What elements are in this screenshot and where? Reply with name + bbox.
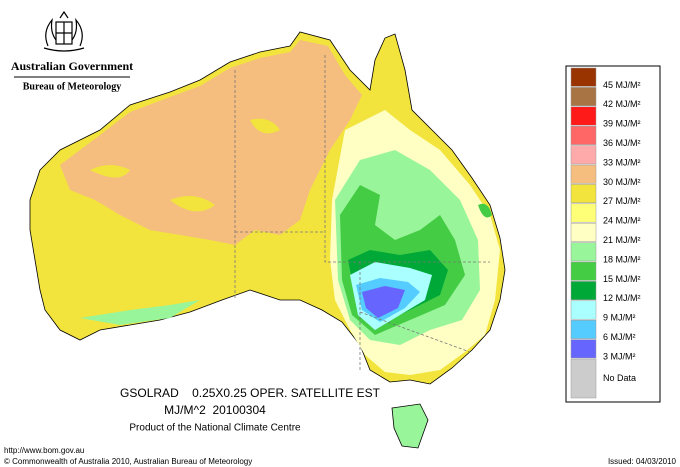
australia-map (29, 31, 506, 449)
legend-label: 36 MJ/M² (603, 138, 641, 148)
legend-label: 42 MJ/M² (603, 99, 641, 109)
legend-label: 9 MJ/M² (603, 313, 636, 323)
legend-swatch (570, 281, 597, 301)
legend-label: 33 MJ/M² (603, 157, 641, 167)
legend-swatch (570, 125, 597, 145)
legend-swatch (570, 300, 597, 320)
legend-label: 18 MJ/M² (603, 254, 641, 264)
legend-swatch (570, 106, 597, 126)
legend-swatch (570, 261, 597, 281)
legend-swatch (570, 242, 597, 262)
legend: 45 MJ/M² 42 MJ/M² 39 MJ/M² 36 MJ/M² 33 MJ/M²… (570, 67, 641, 399)
legend-label: 24 MJ/M² (603, 216, 641, 226)
legend-label: 27 MJ/M² (603, 196, 641, 206)
footer-issued: Issued: 04/03/2010 (608, 457, 677, 466)
coat-of-arms (43, 10, 85, 52)
legend-label: 30 MJ/M² (603, 177, 641, 187)
caption-centre: Product of the National Climate Centre (129, 423, 301, 434)
legend-label: 39 MJ/M² (603, 119, 641, 129)
legend-swatch (570, 87, 597, 107)
legend-swatch (570, 184, 597, 204)
legend-swatch (570, 164, 597, 184)
caption-units: MJ/M^2 20100304 (164, 403, 266, 417)
legend-label: No Data (603, 373, 636, 383)
legend-swatch (570, 358, 597, 399)
footer-url: http://www.bom.gov.au (4, 446, 84, 455)
state-borders (234, 55, 490, 370)
legend-label: 15 MJ/M² (603, 274, 641, 284)
bureau-title: Bureau of Meteorology (23, 81, 122, 92)
legend-swatch (570, 319, 597, 339)
legend-swatch (570, 145, 597, 165)
caption-product: GSOLRAD 0.25X0.25 OPER. SATELLITE EST (120, 386, 381, 400)
footer-copyright: © Commonwealth of Australia 2010, Austra… (4, 457, 252, 466)
legend-label: 45 MJ/M² (603, 80, 641, 90)
legend-swatch (570, 339, 597, 359)
legend-label: 3 MJ/M² (603, 351, 636, 361)
legend-label: 12 MJ/M² (603, 293, 641, 303)
gov-title: Australian Government (11, 59, 133, 73)
legend-label: 21 MJ/M² (603, 235, 641, 245)
legend-swatch (570, 222, 597, 242)
legend-swatch (570, 67, 597, 87)
legend-swatch (570, 203, 597, 223)
legend-label: 6 MJ/M² (603, 332, 636, 342)
